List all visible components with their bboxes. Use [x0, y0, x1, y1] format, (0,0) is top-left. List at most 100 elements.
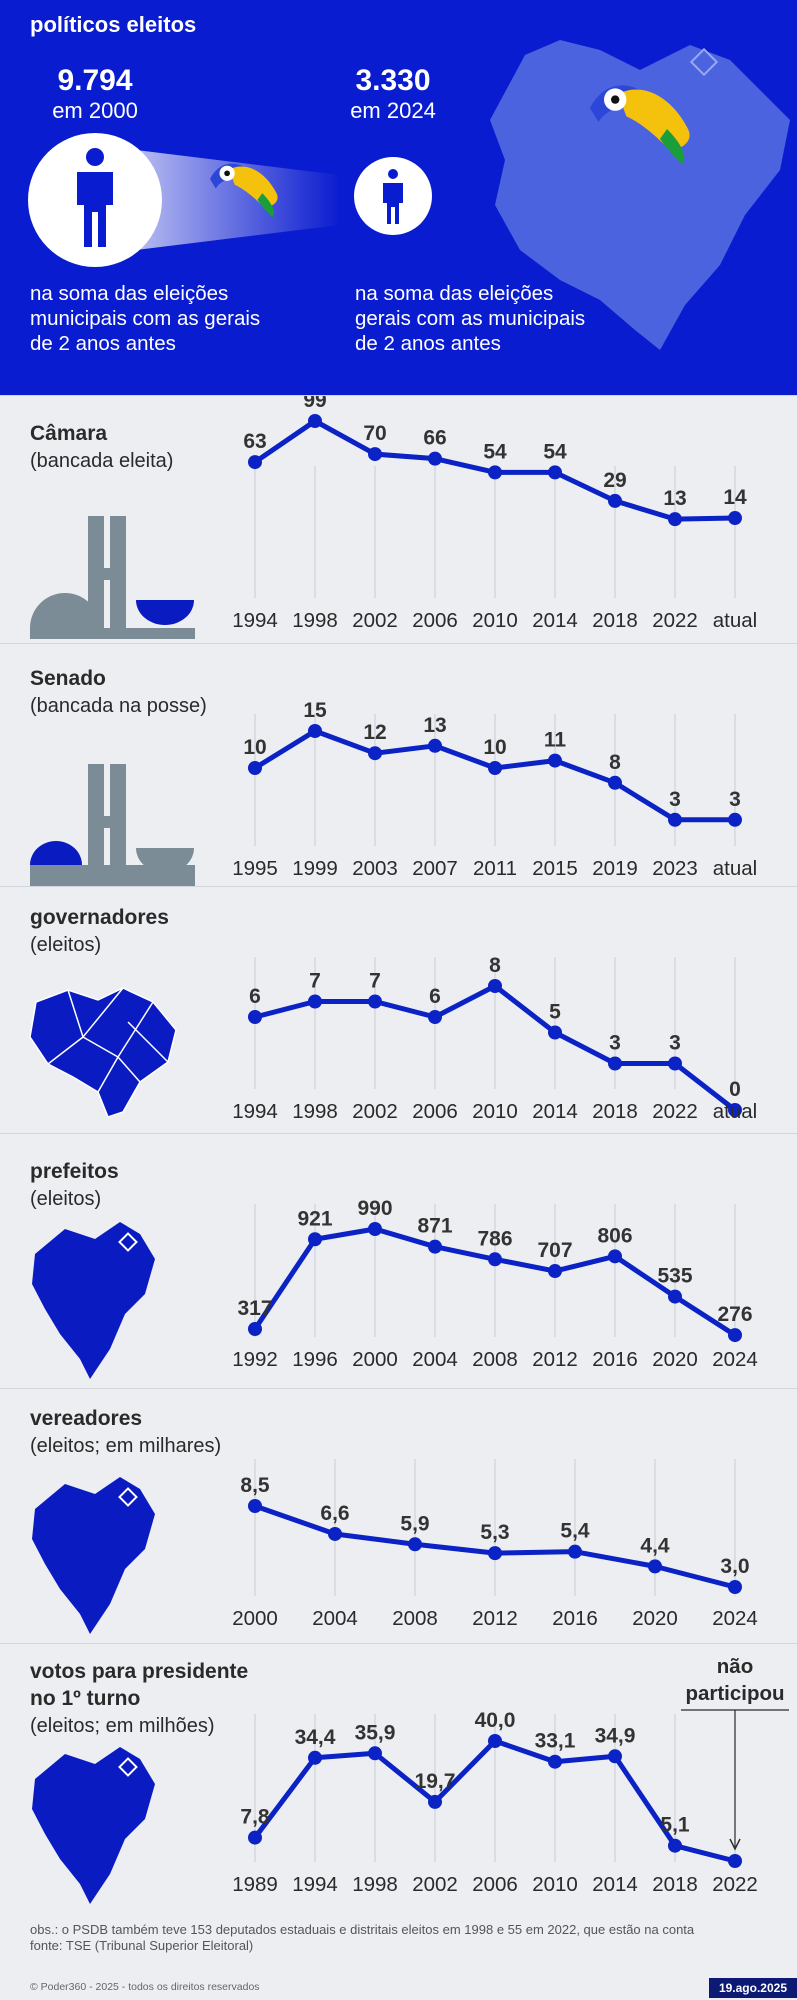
data-point [488, 761, 502, 775]
panel-camara: Câmara (bancada eleita) 63 99 70 66 54 54 29 13… [0, 395, 797, 644]
data-label: 535 [657, 1265, 692, 1288]
x-tick-label: 2020 [632, 1607, 678, 1630]
person-icon [77, 148, 113, 247]
x-tick-label: 2014 [592, 1873, 638, 1896]
data-label: 921 [297, 1207, 332, 1230]
data-point [548, 1754, 562, 1769]
congress-building-icon [30, 764, 195, 887]
data-label: 10 [243, 736, 266, 759]
line-chart-presidente: 7,8 34,4 35,9 19,7 40,0 33,1 34,9 5,1 1989 1994 19… [232, 1655, 789, 1896]
data-point [728, 812, 742, 827]
data-point [368, 447, 382, 462]
line-chart-prefeitos: 317 921 990 871 786 707 806 535 276 1992 1996 2000 2… [232, 1197, 758, 1371]
toucan-icon [210, 163, 278, 217]
x-tick-label: 2010 [472, 1100, 518, 1123]
x-tick-label: 2015 [532, 857, 578, 880]
person-icon [383, 169, 403, 224]
data-label: 7,8 [240, 1806, 270, 1829]
data-label: 54 [483, 440, 507, 463]
data-point [548, 753, 562, 768]
data-label: 3 [669, 788, 681, 811]
line-chart-governadores: 6 7 7 6 8 5 3 3 0 1994 1998 2002 2006 2010 2014 2018 202… [232, 954, 757, 1123]
x-tick-label: 2008 [472, 1348, 518, 1371]
footer-obs: obs.: o PSDB também teve 153 deputados e… [30, 1922, 695, 1937]
brazil-map-icon [490, 40, 790, 350]
x-tick-label: 1992 [232, 1348, 278, 1371]
data-label: 14 [723, 486, 747, 509]
annotation-label: não [717, 1655, 753, 1678]
data-label: 871 [417, 1215, 452, 1238]
page-title: políticos eleitos [30, 12, 197, 37]
panel-senado: Senado (bancada na posse) 10 15 12 13 10 11 8 3… [0, 643, 797, 887]
x-tick-label: 2007 [412, 857, 458, 880]
x-tick-label: 2022 [652, 609, 698, 632]
data-point [548, 1025, 562, 1040]
data-label: 5,3 [480, 1521, 509, 1544]
data-label: 34,9 [595, 1724, 636, 1747]
panel-subtitle: (eleitos) [30, 934, 102, 956]
data-point [488, 1546, 502, 1561]
data-label: 0 [729, 1078, 741, 1101]
panel-title: governadores [30, 906, 169, 929]
x-tick-label: 2004 [412, 1348, 458, 1371]
data-label: 5,4 [560, 1520, 590, 1543]
panel-title: vereadores [30, 1407, 143, 1430]
data-label: 990 [357, 1197, 392, 1220]
x-tick-label: atual [713, 1100, 757, 1123]
x-tick-label: 1999 [292, 857, 338, 880]
data-label: 70 [363, 422, 386, 445]
stat-value-2024: 3.330 [355, 64, 431, 97]
line-chart-senado: 10 15 12 13 10 11 8 3 3 1995 1999 2003 2007 2011 2015 2… [232, 699, 757, 880]
x-tick-label: 1998 [352, 1873, 398, 1896]
x-tick-label: 2010 [472, 609, 518, 632]
data-point [728, 1328, 742, 1343]
stat-year-2024: em 2024 [350, 98, 436, 123]
panel-title: Senado [30, 667, 106, 690]
congress-building-icon [30, 516, 195, 639]
x-tick-label: 2012 [472, 1607, 518, 1630]
data-point [728, 1854, 742, 1868]
data-point [408, 1537, 422, 1552]
data-label: 63 [243, 430, 266, 453]
data-point [428, 451, 442, 466]
x-tick-label: 2019 [592, 857, 638, 880]
stat-value-2000: 9.794 [57, 64, 133, 97]
x-tick-label: 2014 [532, 609, 578, 632]
data-label: 15 [303, 699, 327, 722]
panel-subtitle: (eleitos; em milhões) [30, 1715, 215, 1737]
data-point [308, 414, 322, 428]
data-label: 8 [489, 954, 501, 977]
data-point [368, 1746, 382, 1761]
x-tick-label: 1994 [232, 1100, 278, 1123]
x-tick-label: 2024 [712, 1348, 758, 1371]
x-tick-label: 2018 [652, 1873, 698, 1896]
data-point [568, 1544, 582, 1559]
x-tick-label: 2003 [352, 857, 398, 880]
panel-presidente: votos para presidente no 1º turno (eleit… [0, 1643, 797, 1916]
data-point [248, 1322, 262, 1336]
stat-year-2000: em 2000 [52, 98, 138, 123]
panel-governadores: governadores (eleitos) 6 7 7 6 8 5 3 3 0 1994 1998… [0, 886, 797, 1134]
x-tick-label: 2002 [352, 1100, 398, 1123]
data-label: 5,1 [660, 1814, 690, 1837]
annotation-label: participou [685, 1682, 784, 1705]
x-tick-label: atual [713, 857, 757, 880]
data-label: 317 [237, 1297, 272, 1320]
data-point [608, 1056, 622, 1071]
line-chart-camara: 63 99 70 66 54 54 29 13 14 1994 1998 2002 2006 2010 20… [232, 396, 757, 632]
footer-notes: obs.: o PSDB também teve 153 deputados e… [30, 1922, 750, 1954]
panel-title: votos para presidente [30, 1660, 249, 1683]
x-tick-label: 2000 [352, 1348, 398, 1371]
data-label: 276 [717, 1303, 752, 1326]
data-label: 806 [597, 1224, 632, 1247]
data-point [728, 1103, 742, 1117]
x-tick-label: 2018 [592, 609, 638, 632]
data-point [308, 1750, 322, 1765]
x-tick-label: 2006 [472, 1873, 518, 1896]
data-point [368, 746, 382, 761]
data-label: 3,0 [720, 1555, 749, 1578]
data-label: 707 [537, 1239, 572, 1262]
x-tick-label: 2016 [552, 1607, 598, 1630]
data-label: 66 [423, 427, 446, 450]
panel-prefeitos: prefeitos (eleitos) 317 921 990 871 786 707 80… [0, 1133, 797, 1389]
